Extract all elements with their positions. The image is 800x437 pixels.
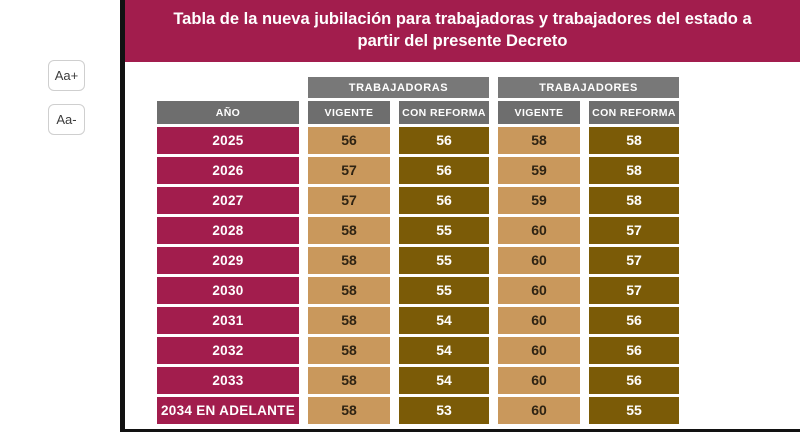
vigente-value-cell: 58 <box>308 336 390 364</box>
column-header-vigente-1: VIGENTE <box>308 100 390 124</box>
reforma-value-cell: 57 <box>589 216 679 244</box>
table-title: Tabla de la nueva jubilación para trabaj… <box>125 0 800 62</box>
reforma-value-cell: 58 <box>589 156 679 184</box>
reforma-value-cell: 57 <box>589 276 679 304</box>
reforma-value-cell: 56 <box>399 156 489 184</box>
vigente-value-cell: 56 <box>308 126 390 154</box>
vigente-value-cell: 60 <box>498 366 580 394</box>
reforma-value-cell: 58 <box>589 126 679 154</box>
reforma-value-cell: 56 <box>589 366 679 394</box>
reforma-value-cell: 53 <box>399 396 489 424</box>
vigente-value-cell: 57 <box>308 156 390 184</box>
year-cell: 2027 <box>157 186 299 214</box>
group-header-trabajadores: TRABAJADORES <box>498 76 679 98</box>
year-cell: 2032 <box>157 336 299 364</box>
reforma-value-cell: 55 <box>399 216 489 244</box>
vigente-value-cell: 58 <box>308 246 390 274</box>
vigente-value-cell: 57 <box>308 186 390 214</box>
table-corner-spacer <box>157 77 299 98</box>
vigente-value-cell: 60 <box>498 246 580 274</box>
reforma-value-cell: 55 <box>399 276 489 304</box>
vigente-value-cell: 60 <box>498 336 580 364</box>
reforma-value-cell: 58 <box>589 186 679 214</box>
vigente-value-cell: 58 <box>308 396 390 424</box>
reforma-value-cell: 54 <box>399 306 489 334</box>
reforma-value-cell: 55 <box>399 246 489 274</box>
year-cell: 2029 <box>157 246 299 274</box>
vigente-value-cell: 58 <box>308 366 390 394</box>
year-cell: 2026 <box>157 156 299 184</box>
font-increase-button[interactable]: Aa+ <box>48 60 85 91</box>
font-size-controls: Aa+ Aa- <box>48 60 85 135</box>
vigente-value-cell: 60 <box>498 216 580 244</box>
group-header-trabajadoras: TRABAJADORAS <box>308 76 489 98</box>
vigente-value-cell: 60 <box>498 276 580 304</box>
reforma-value-cell: 56 <box>399 126 489 154</box>
vigente-value-cell: 58 <box>498 126 580 154</box>
vigente-value-cell: 60 <box>498 396 580 424</box>
year-cell: 2031 <box>157 306 299 334</box>
reforma-value-cell: 54 <box>399 366 489 394</box>
font-decrease-button[interactable]: Aa- <box>48 104 85 135</box>
vigente-value-cell: 60 <box>498 306 580 334</box>
year-cell: 2025 <box>157 126 299 154</box>
reforma-value-cell: 56 <box>589 306 679 334</box>
article-content: Tabla de la nueva jubilación para trabaj… <box>120 0 800 432</box>
reforma-value-cell: 57 <box>589 246 679 274</box>
year-cell: 2028 <box>157 216 299 244</box>
year-cell: 2034 EN ADELANTE <box>157 396 299 424</box>
reforma-value-cell: 56 <box>589 336 679 364</box>
column-header-con-reforma-1: CON REFORMA <box>399 100 489 124</box>
reforma-value-cell: 55 <box>589 396 679 424</box>
retirement-table: TRABAJADORAS TRABAJADORES AÑO VIGENTE CO… <box>157 76 800 424</box>
year-cell: 2033 <box>157 366 299 394</box>
vigente-value-cell: 59 <box>498 186 580 214</box>
vigente-value-cell: 59 <box>498 156 580 184</box>
reforma-value-cell: 56 <box>399 186 489 214</box>
column-header-ano: AÑO <box>157 100 299 124</box>
vigente-value-cell: 58 <box>308 216 390 244</box>
vigente-value-cell: 58 <box>308 276 390 304</box>
vigente-value-cell: 58 <box>308 306 390 334</box>
reforma-value-cell: 54 <box>399 336 489 364</box>
column-header-vigente-2: VIGENTE <box>498 100 580 124</box>
column-header-con-reforma-2: CON REFORMA <box>589 100 679 124</box>
year-cell: 2030 <box>157 276 299 304</box>
